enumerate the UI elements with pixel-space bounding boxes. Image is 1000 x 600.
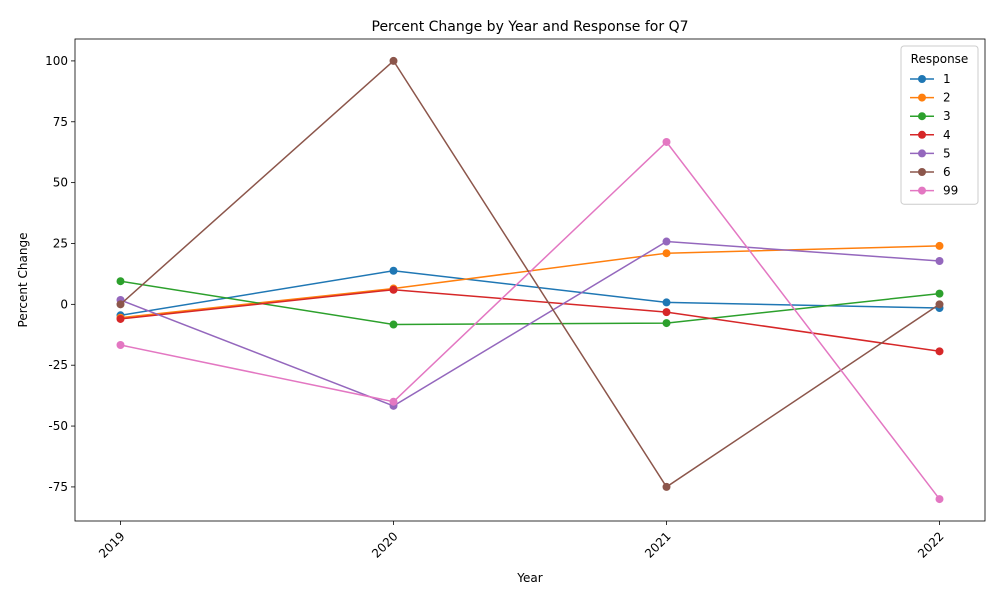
- data-point: [935, 289, 944, 298]
- legend-marker: [918, 149, 926, 158]
- data-point: [935, 241, 944, 250]
- legend-marker: [918, 186, 926, 195]
- data-point: [662, 249, 671, 258]
- data-point: [116, 277, 125, 286]
- y-tick-label: 25: [53, 236, 68, 250]
- series-line: [120, 140, 941, 500]
- data-point: [389, 56, 398, 65]
- legend-marker: [918, 112, 926, 121]
- series-6: [116, 56, 944, 491]
- chart-title: Percent Change by Year and Response for …: [372, 19, 689, 35]
- legend-label: 3: [943, 109, 951, 123]
- y-tick-label: 75: [53, 115, 68, 129]
- y-tick-label: -25: [48, 358, 68, 372]
- legend-marker: [918, 75, 926, 83]
- data-point: [935, 347, 944, 356]
- data-point: [935, 257, 944, 266]
- plot-frame: [74, 38, 986, 522]
- data-point: [662, 319, 671, 328]
- legend-box: [900, 45, 979, 205]
- series-line: [120, 240, 940, 407]
- legend-label: 2: [943, 91, 951, 105]
- series-line: [120, 288, 940, 353]
- data-point: [662, 482, 671, 491]
- legend-label: 1: [943, 72, 951, 86]
- y-tick-label: 50: [53, 176, 68, 190]
- data-point: [116, 314, 125, 323]
- legend-item: 6: [910, 165, 951, 179]
- series-line: [120, 269, 940, 317]
- legend-label: 5: [943, 146, 951, 160]
- data-point: [662, 237, 671, 246]
- legend-label: 4: [943, 128, 951, 142]
- legend-label: 99: [943, 184, 958, 198]
- legend-item: 99: [910, 184, 958, 198]
- legend-label: 6: [943, 165, 951, 179]
- legend-item: 4: [910, 128, 951, 142]
- data-point: [662, 308, 671, 317]
- legend-item: 2: [910, 91, 951, 105]
- legend-marker: [918, 93, 926, 102]
- data-point: [116, 300, 125, 309]
- data-point: [935, 300, 944, 309]
- data-point: [662, 298, 671, 307]
- legend-item: 1: [910, 72, 951, 86]
- y-tick-label: 100: [45, 54, 68, 68]
- legend: Response 1 2 3 4 5 6 99: [900, 45, 979, 205]
- data-point: [389, 285, 398, 294]
- data-point: [935, 495, 944, 504]
- series-4: [116, 285, 944, 356]
- legend-title: Response: [911, 52, 969, 66]
- data-point: [389, 320, 398, 329]
- y-tick-label: 0: [60, 297, 68, 311]
- data-point: [389, 266, 398, 275]
- legend-item: 5: [910, 146, 951, 160]
- y-tick-label: -50: [48, 419, 68, 433]
- series-99: [116, 137, 944, 504]
- series-line: [120, 59, 940, 488]
- legend-item: 3: [910, 109, 951, 123]
- x-axis-label: Year: [516, 571, 542, 585]
- y-axis-label: Percent Change: [16, 233, 30, 328]
- data-point: [389, 397, 398, 406]
- legend-marker: [918, 168, 926, 176]
- data-point: [662, 137, 671, 146]
- series-layer: [116, 56, 944, 504]
- y-tick-label: -75: [48, 480, 68, 494]
- legend-marker: [918, 130, 926, 139]
- data-point: [116, 340, 125, 349]
- y-axis: -75 -50 -25 0 25 50 75 100: [45, 54, 75, 494]
